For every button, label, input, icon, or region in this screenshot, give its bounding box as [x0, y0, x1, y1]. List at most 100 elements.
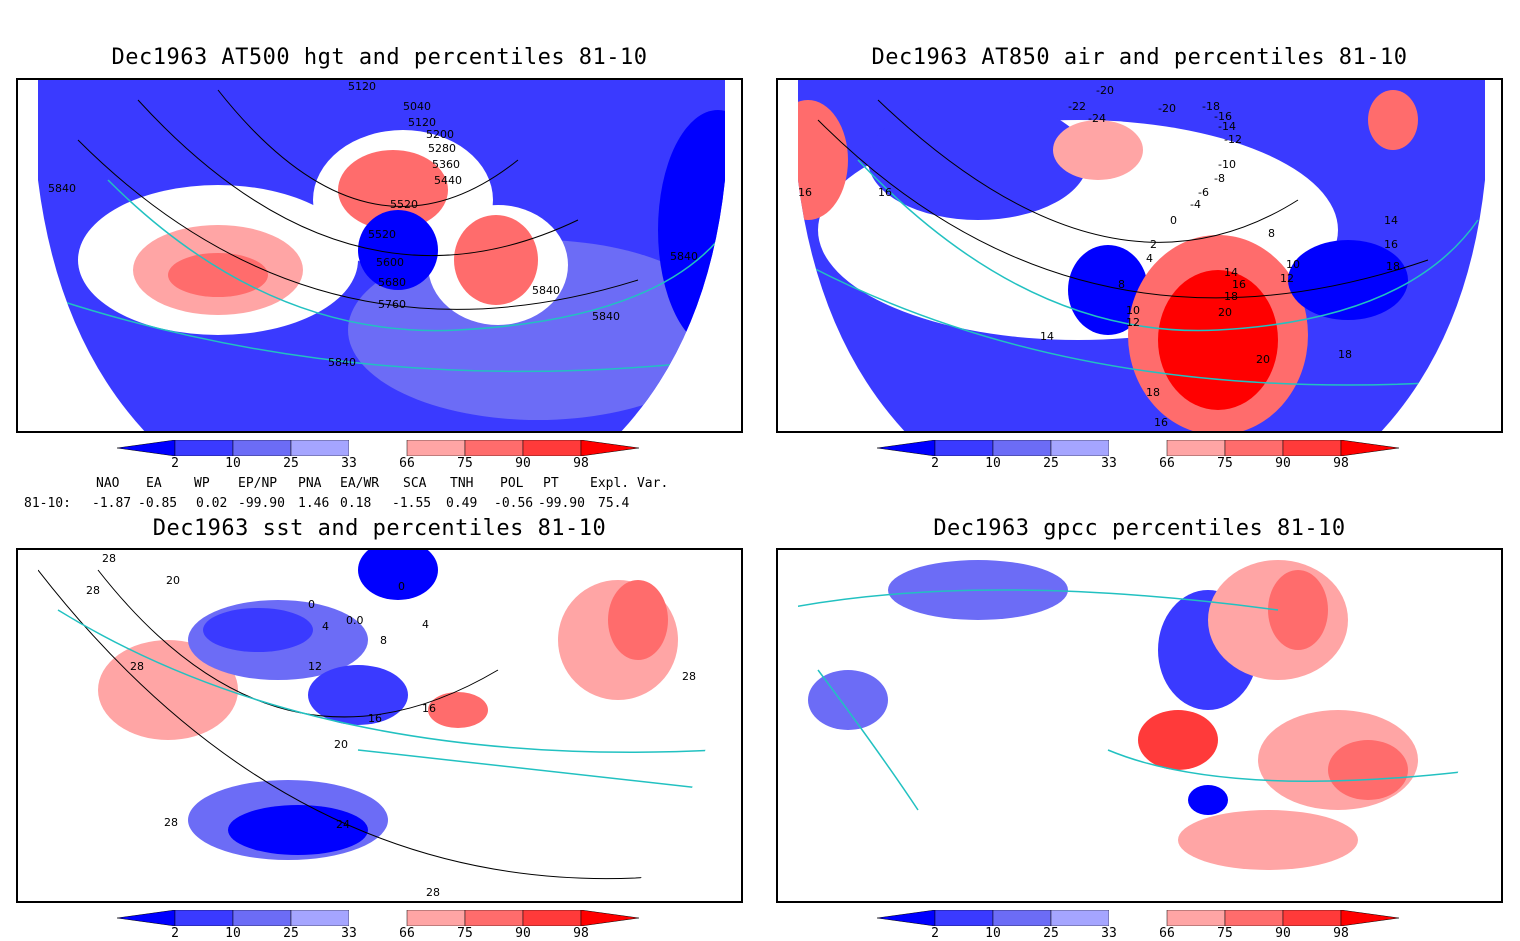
colorbar-swatch	[934, 439, 994, 457]
index-value: -0.85	[138, 496, 178, 511]
index-header: PT	[543, 476, 559, 491]
contour-label: 28	[682, 670, 696, 683]
contour-label: -4	[1190, 198, 1201, 211]
contour-label: 16	[798, 186, 812, 199]
colorbar-swatch	[232, 909, 292, 927]
contour-label: 5840	[670, 250, 698, 263]
index-value: 1.46	[298, 496, 330, 511]
colorbar-top-left-svg	[116, 439, 640, 457]
colorbar-swatch	[349, 910, 407, 926]
colorbar-tick-label: 10	[225, 456, 241, 471]
colorbar-tick-label: 25	[1043, 926, 1059, 941]
colorbar-swatch	[174, 909, 234, 927]
index-header: PNA	[298, 476, 322, 491]
map-gpcc	[776, 548, 1503, 903]
contour-label: 5760	[378, 298, 406, 311]
index-row-label: 81-10:	[24, 496, 71, 511]
index-value: -1.55	[392, 496, 432, 511]
colorbar-bottom-left-svg	[116, 909, 640, 927]
colorbar-tick-label: 98	[1333, 926, 1349, 941]
map-air-svg: -20 -22 -24 -20 -18 -16 -14 -12 -10 -8 -…	[798, 80, 1485, 431]
contour-label: 14	[1384, 214, 1398, 227]
colorbar-top-left: 2 10 25 33 66 75 90 98	[116, 439, 642, 472]
contour-label: 12	[308, 660, 322, 673]
contour-label: 20	[166, 574, 180, 587]
contour-label: 14	[1224, 266, 1238, 279]
contour-label: 16	[1154, 416, 1168, 429]
colorbar-arrow-high	[1340, 909, 1400, 927]
index-value: -99.90	[538, 496, 585, 511]
contour-label: 16	[368, 712, 382, 725]
contour-label: 16	[878, 186, 892, 199]
contour-label: 10	[1286, 258, 1300, 271]
index-value: 0.02	[196, 496, 228, 511]
index-header: SCA	[403, 476, 427, 491]
contour-label: -6	[1198, 186, 1209, 199]
contour-label: 5520	[390, 198, 418, 211]
contour-label: 20	[1256, 353, 1270, 366]
colorbar-tick-label: 2	[171, 456, 179, 471]
colorbar-tick-label: 90	[515, 926, 531, 941]
contour-label: 12	[1126, 316, 1140, 329]
contour-label: 18	[1146, 386, 1160, 399]
colorbar-swatch	[1109, 440, 1167, 456]
index-header: TNH	[450, 476, 474, 491]
colorbar-tick-label: 98	[573, 456, 589, 471]
colorbar-tick-label: 66	[399, 926, 415, 941]
contour-label: 5120	[348, 80, 376, 93]
contour-label: -12	[1224, 133, 1242, 146]
map-gpcc-svg	[798, 550, 1485, 901]
contour-label: 5840	[48, 182, 76, 195]
colorbar-tick-label: 90	[1275, 456, 1291, 471]
contour-label: -10	[1218, 158, 1236, 171]
contour-label: 5120	[408, 116, 436, 129]
contour-label: 28	[130, 660, 144, 673]
contour-label: 8	[380, 634, 387, 647]
colorbar-swatch	[992, 439, 1052, 457]
contour-label: 0.0	[346, 614, 364, 627]
colorbar-tick-label: 10	[225, 926, 241, 941]
contour-label: 8	[1268, 227, 1275, 240]
colorbar-swatch	[1224, 439, 1284, 457]
contour-label: 0	[1170, 214, 1177, 227]
colorbar-swatch	[464, 909, 524, 927]
contour-label: 24	[336, 818, 350, 831]
contour-label: 18	[1338, 348, 1352, 361]
contour-label: 18	[1386, 260, 1400, 273]
colorbar-arrow-low	[116, 439, 176, 457]
colorbar-tick-label: 75	[1217, 926, 1233, 941]
index-value: 75.4	[598, 496, 630, 511]
map-sst: 28 20 28 28 0 0 4 0.0 8 12 16 16 20 24 2…	[16, 548, 743, 903]
colorbar-swatch	[464, 439, 524, 457]
colorbar-tick-label: 2	[171, 926, 179, 941]
colorbar-swatch	[1282, 909, 1342, 927]
colorbar-swatch	[1282, 439, 1342, 457]
contour-label: 4	[1146, 252, 1153, 265]
contour-label: -16	[1214, 110, 1232, 123]
colorbar-swatch	[1166, 909, 1226, 927]
contour-label: 20	[334, 738, 348, 751]
colorbar-tick-label: 2	[931, 456, 939, 471]
colorbar-arrow-low	[116, 909, 176, 927]
index-value: -99.90	[238, 496, 285, 511]
panel-title-hgt: Dec1963 AT500 hgt and percentiles 81-10	[111, 45, 648, 70]
colorbar-swatch	[934, 909, 994, 927]
contour-label: 28	[102, 552, 116, 565]
colorbar-tick-label: 98	[1333, 456, 1349, 471]
colorbar-tick-label: 75	[457, 456, 473, 471]
colorbar-bottom-right-svg	[876, 909, 1400, 927]
contour-label: 5840	[532, 284, 560, 297]
contour-label: 5440	[434, 174, 462, 187]
colorbar-arrow-high	[580, 439, 640, 457]
colorbar-tick-label: 25	[283, 456, 299, 471]
colorbar-tick-label: 98	[573, 926, 589, 941]
index-value: 0.18	[340, 496, 372, 511]
contour-label: 5040	[403, 100, 431, 113]
contour-label: 4	[422, 618, 429, 631]
colorbar-swatch	[290, 909, 350, 927]
contour-label: 16	[1232, 278, 1246, 291]
colorbar-tick-label: 33	[341, 456, 357, 471]
contour-label: -22	[1068, 100, 1086, 113]
contour-label: -8	[1214, 172, 1225, 185]
contour-label: 20	[1218, 306, 1232, 319]
